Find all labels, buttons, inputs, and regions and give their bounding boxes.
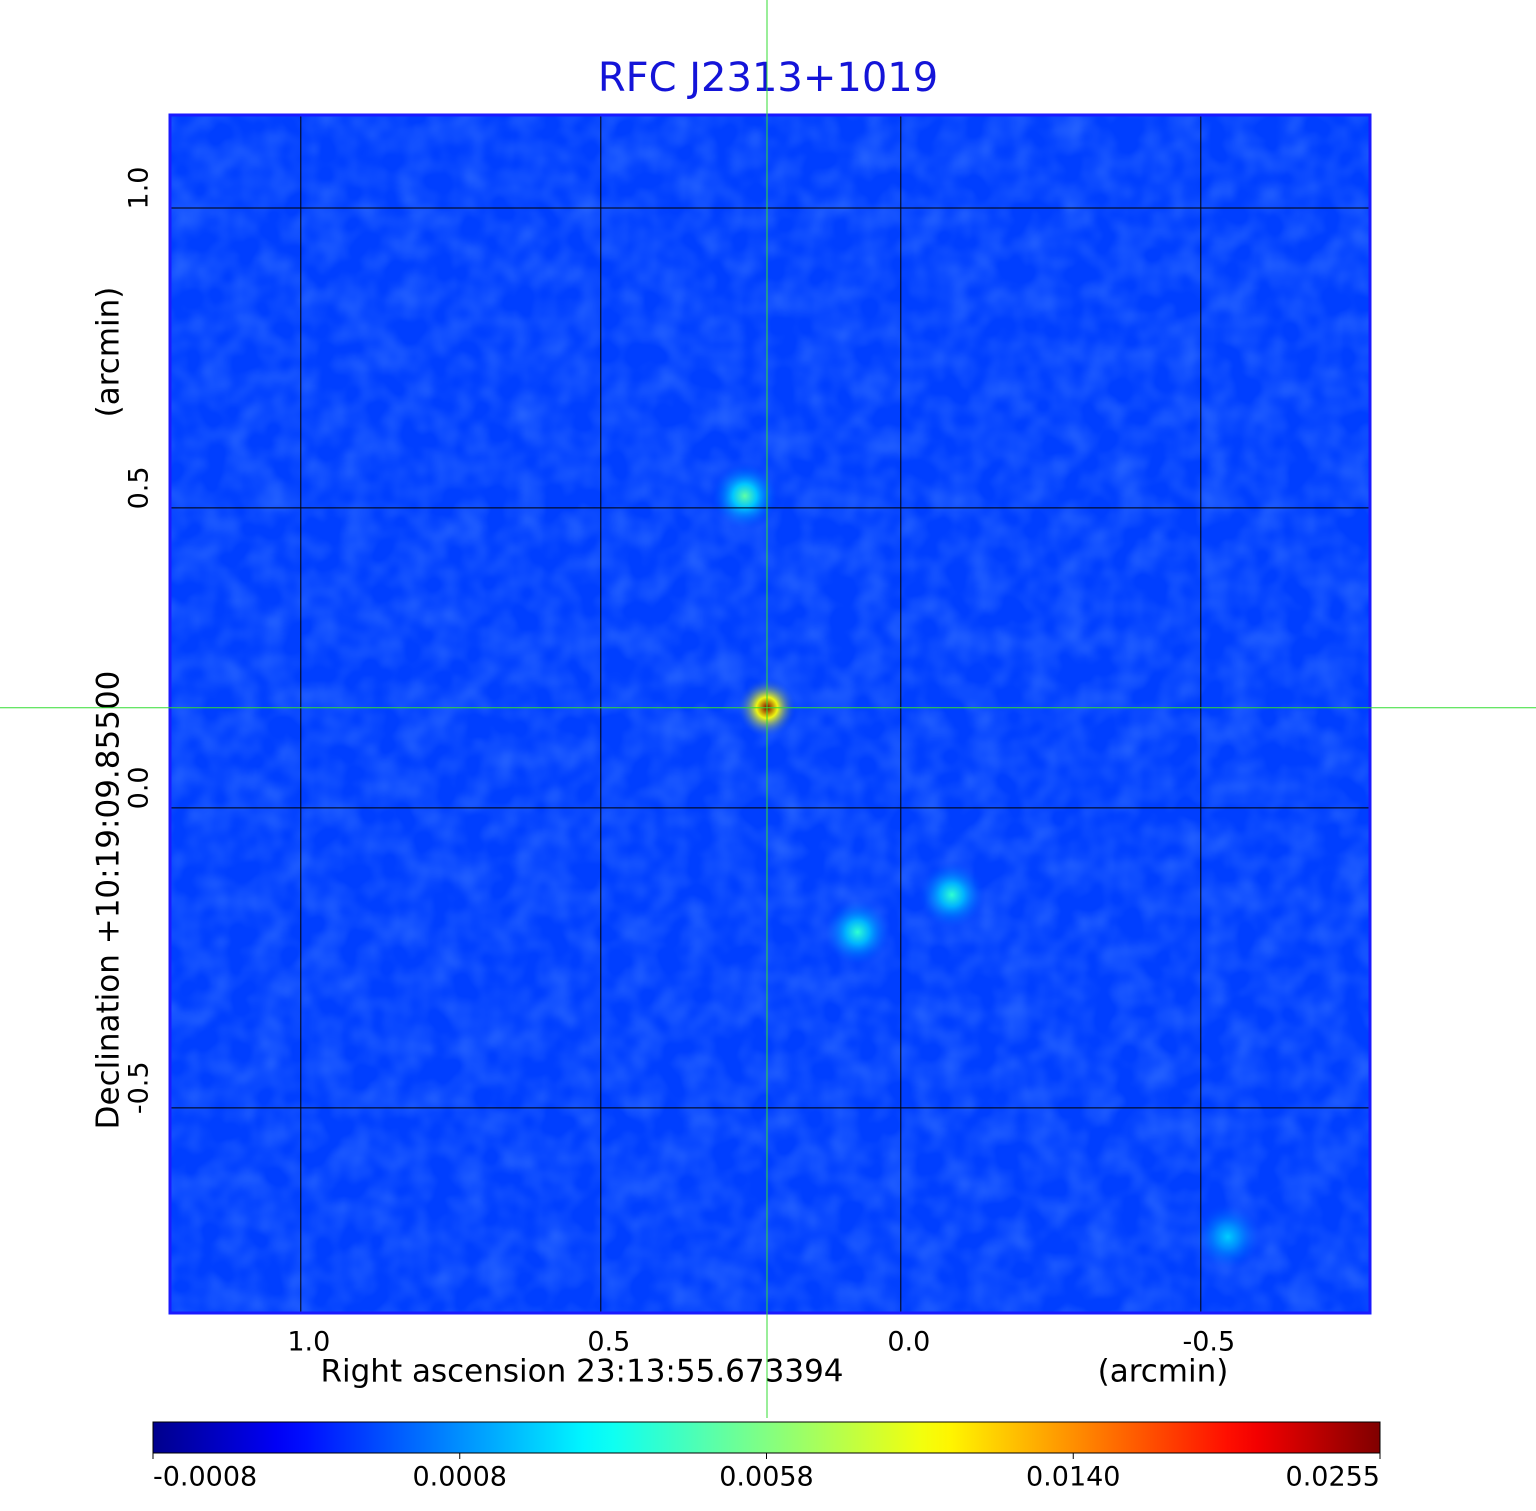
plot-frame — [168, 113, 1372, 1315]
x-tick-label: 0.5 — [587, 1327, 630, 1358]
colorbar — [152, 1421, 1381, 1454]
x-tick-label: 1.0 — [287, 1327, 330, 1358]
colorbar-tick-label: -0.0008 — [153, 1462, 257, 1493]
source — [917, 860, 986, 929]
y-tick-label: 0.0 — [124, 766, 155, 809]
colorbar-tick-label: 0.0058 — [719, 1462, 813, 1493]
y-tick-label: -0.5 — [124, 1061, 155, 1114]
colorbar-tick-label: 0.0008 — [413, 1462, 507, 1493]
x-axis-label: Right ascension 23:13:55.673394 — [320, 1354, 843, 1390]
colorbar-tick-label: 0.0255 — [1286, 1462, 1380, 1493]
source — [1193, 1202, 1262, 1271]
y-tick-label: 1.0 — [124, 167, 155, 210]
y-axis-label: Declination +10:19:09.85500 — [91, 671, 127, 1130]
y-tick-label: 0.5 — [124, 466, 155, 509]
colorbar-tick-label: 0.0140 — [1026, 1462, 1120, 1493]
source — [823, 898, 892, 967]
chart-title: RFC J2313+1019 — [598, 55, 938, 101]
source — [710, 461, 779, 530]
x-axis-unit: (arcmin) — [1098, 1354, 1229, 1390]
image-area — [170, 115, 1370, 1313]
x-tick-label: -0.5 — [1182, 1327, 1235, 1358]
y-axis-unit: (arcmin) — [91, 287, 127, 418]
x-tick-label: 0.0 — [887, 1327, 930, 1358]
overlay: 1.0 0.5 0.0 -0.5 1.0 0.5 0.0 -0.5 — [0, 0, 1536, 1418]
